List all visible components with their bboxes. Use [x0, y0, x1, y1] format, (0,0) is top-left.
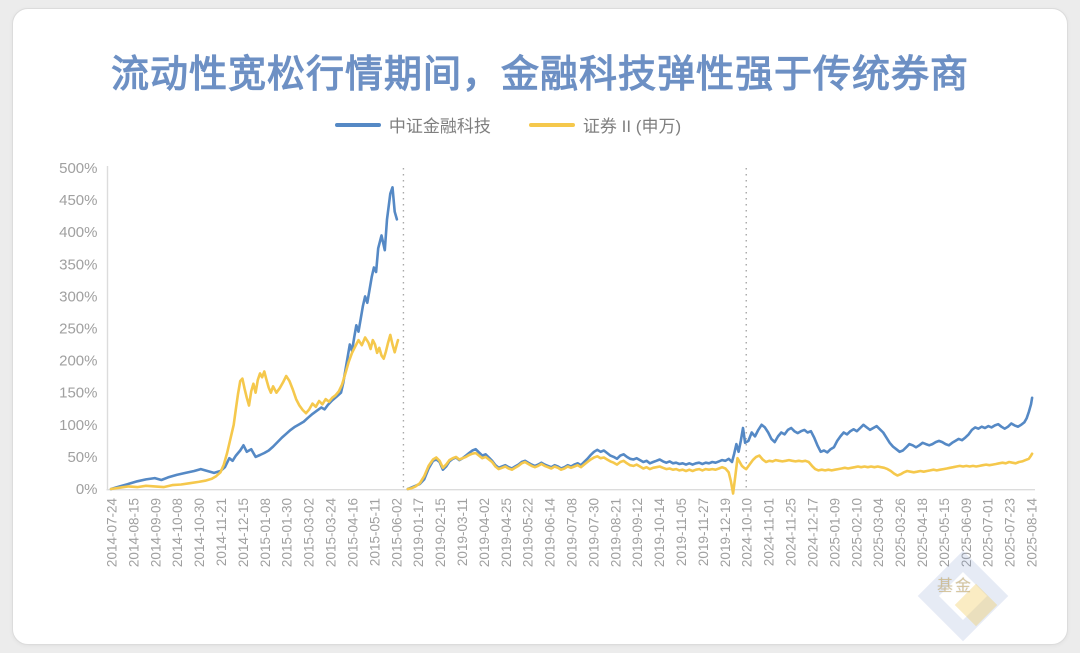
- x-axis-tick-label: 2025-02-10: [849, 498, 864, 567]
- chart-legend: 中证金融科技 证券 II (申万): [13, 112, 1035, 137]
- x-axis-tick-label: 2025-03-26: [893, 498, 908, 567]
- x-axis-tick-label: 2019-08-21: [608, 498, 623, 567]
- line-chart-canvas: 0% 50% 100% 150% 200% 250% 300% 350% 400% 450% 500…: [59, 160, 1040, 568]
- x-axis-tick-label: 2019-03-11: [455, 498, 470, 566]
- x-axis-tick-label: 2025-04-18: [915, 498, 930, 567]
- legend-item-csi-fintech: 中证金融科技: [334, 112, 491, 137]
- legend-line-swatch-yellow: [528, 122, 575, 127]
- y-axis-tick-label: 350%: [59, 256, 97, 273]
- x-axis-tick-label: 2019-07-30: [586, 498, 601, 567]
- x-axis-tick-label: 2019-02-15: [433, 498, 448, 567]
- watermark-logo: 基金: [903, 528, 1053, 644]
- x-axis-tick-label: 2024-10-10: [740, 498, 755, 567]
- x-axis-tick-label: 2025-05-15: [937, 498, 952, 567]
- y-axis-tick-label: 250%: [59, 321, 97, 338]
- y-axis-tick-label: 100%: [59, 417, 97, 434]
- x-axis-tick-label: 2015-03-02: [302, 498, 317, 567]
- x-axis-tick-label: 2015-01-30: [280, 498, 295, 567]
- x-axis-tick-label: 2014-12-15: [236, 498, 251, 567]
- y-axis-tick-label: 0%: [76, 481, 98, 498]
- x-axis-tick-label: 2025-08-14: [1025, 498, 1040, 568]
- x-axis-tick-label: 2019-05-22: [521, 498, 536, 567]
- x-axis-tick-label: 2015-06-02: [389, 498, 404, 567]
- chart-title: 流动性宽松行情期间，金融科技弹性强于传统券商: [110, 54, 969, 96]
- chart-card: 流动性宽松行情期间，金融科技弹性强于传统券商 中证金融科技 证券 II (申万)…: [12, 8, 1068, 645]
- x-axis-tick-label: 2024-12-17: [805, 498, 820, 567]
- watermark-small-diamond-icon: [954, 583, 998, 627]
- x-axis-tick-label: 2019-07-08: [565, 498, 580, 567]
- y-axis-tick-label: 50%: [67, 449, 97, 466]
- x-axis-tick-label: 2025-03-04: [871, 498, 886, 568]
- x-axis-tick-label: 2014-10-08: [170, 498, 185, 567]
- series-line-securities-ii: [109, 333, 400, 491]
- x-axis-tick-label: 2014-07-24: [105, 498, 120, 568]
- legend-item-securities-ii: 证券 II (申万): [528, 112, 682, 137]
- x-axis-tick-label: 2024-11-01: [762, 498, 777, 566]
- x-axis-tick-label: 2019-12-19: [718, 498, 733, 567]
- x-axis-tick-label: 2024-11-25: [784, 498, 799, 566]
- x-axis-tick-label: 2015-04-16: [345, 498, 360, 567]
- x-axis-tick-label: 2025-01-09: [827, 498, 842, 567]
- series-line-securities-ii: [406, 451, 1034, 495]
- y-axis-tick-label: 300%: [59, 288, 97, 305]
- x-axis-tick-label: 2014-10-30: [192, 498, 207, 567]
- legend-label-securities-ii: 证券 II (申万): [582, 117, 682, 136]
- x-axis-tick-label: 2014-11-21: [214, 498, 229, 566]
- y-axis-tick-label: 450%: [59, 192, 97, 209]
- x-axis-tick-label: 2019-09-12: [630, 498, 645, 567]
- x-axis-tick-label: 2019-11-27: [696, 498, 711, 566]
- x-axis-tick-label: 2019-04-25: [499, 498, 514, 567]
- x-axis-tick-label: 2014-08-15: [126, 498, 141, 567]
- x-axis-tick-label: 2019-06-14: [543, 498, 558, 568]
- x-axis-tick-label: 2019-10-14: [652, 498, 667, 568]
- y-axis-tick-label: 200%: [59, 353, 97, 370]
- x-axis-tick-label: 2015-01-08: [258, 498, 273, 567]
- x-axis-tick-label: 2019-04-02: [477, 498, 492, 567]
- watermark-text: 基金: [937, 578, 974, 595]
- x-axis-tick-label: 2025-06-09: [959, 498, 974, 567]
- legend-line-swatch-blue: [334, 122, 381, 127]
- x-axis-tick-label: 2025-07-23: [1003, 498, 1018, 567]
- watermark-diamond-icon: [917, 550, 1009, 642]
- legend-label-csi-fintech: 中证金融科技: [388, 117, 491, 136]
- y-axis-tick-label: 150%: [59, 385, 97, 402]
- x-axis-tick-label: 2019-01-17: [411, 498, 426, 567]
- x-axis-tick-label: 2015-05-11: [367, 498, 382, 566]
- x-axis-tick-label: 2019-11-05: [674, 498, 689, 566]
- x-axis-tick-label: 2014-09-09: [148, 498, 163, 567]
- series-line-csi-fintech: [406, 396, 1034, 491]
- series-line-csi-fintech: [109, 186, 399, 491]
- y-axis-tick-label: 500%: [59, 160, 97, 177]
- x-axis-tick-label: 2025-07-01: [981, 498, 996, 567]
- x-axis-tick-label: 2015-03-24: [324, 498, 339, 568]
- y-axis-tick-label: 400%: [59, 224, 97, 241]
